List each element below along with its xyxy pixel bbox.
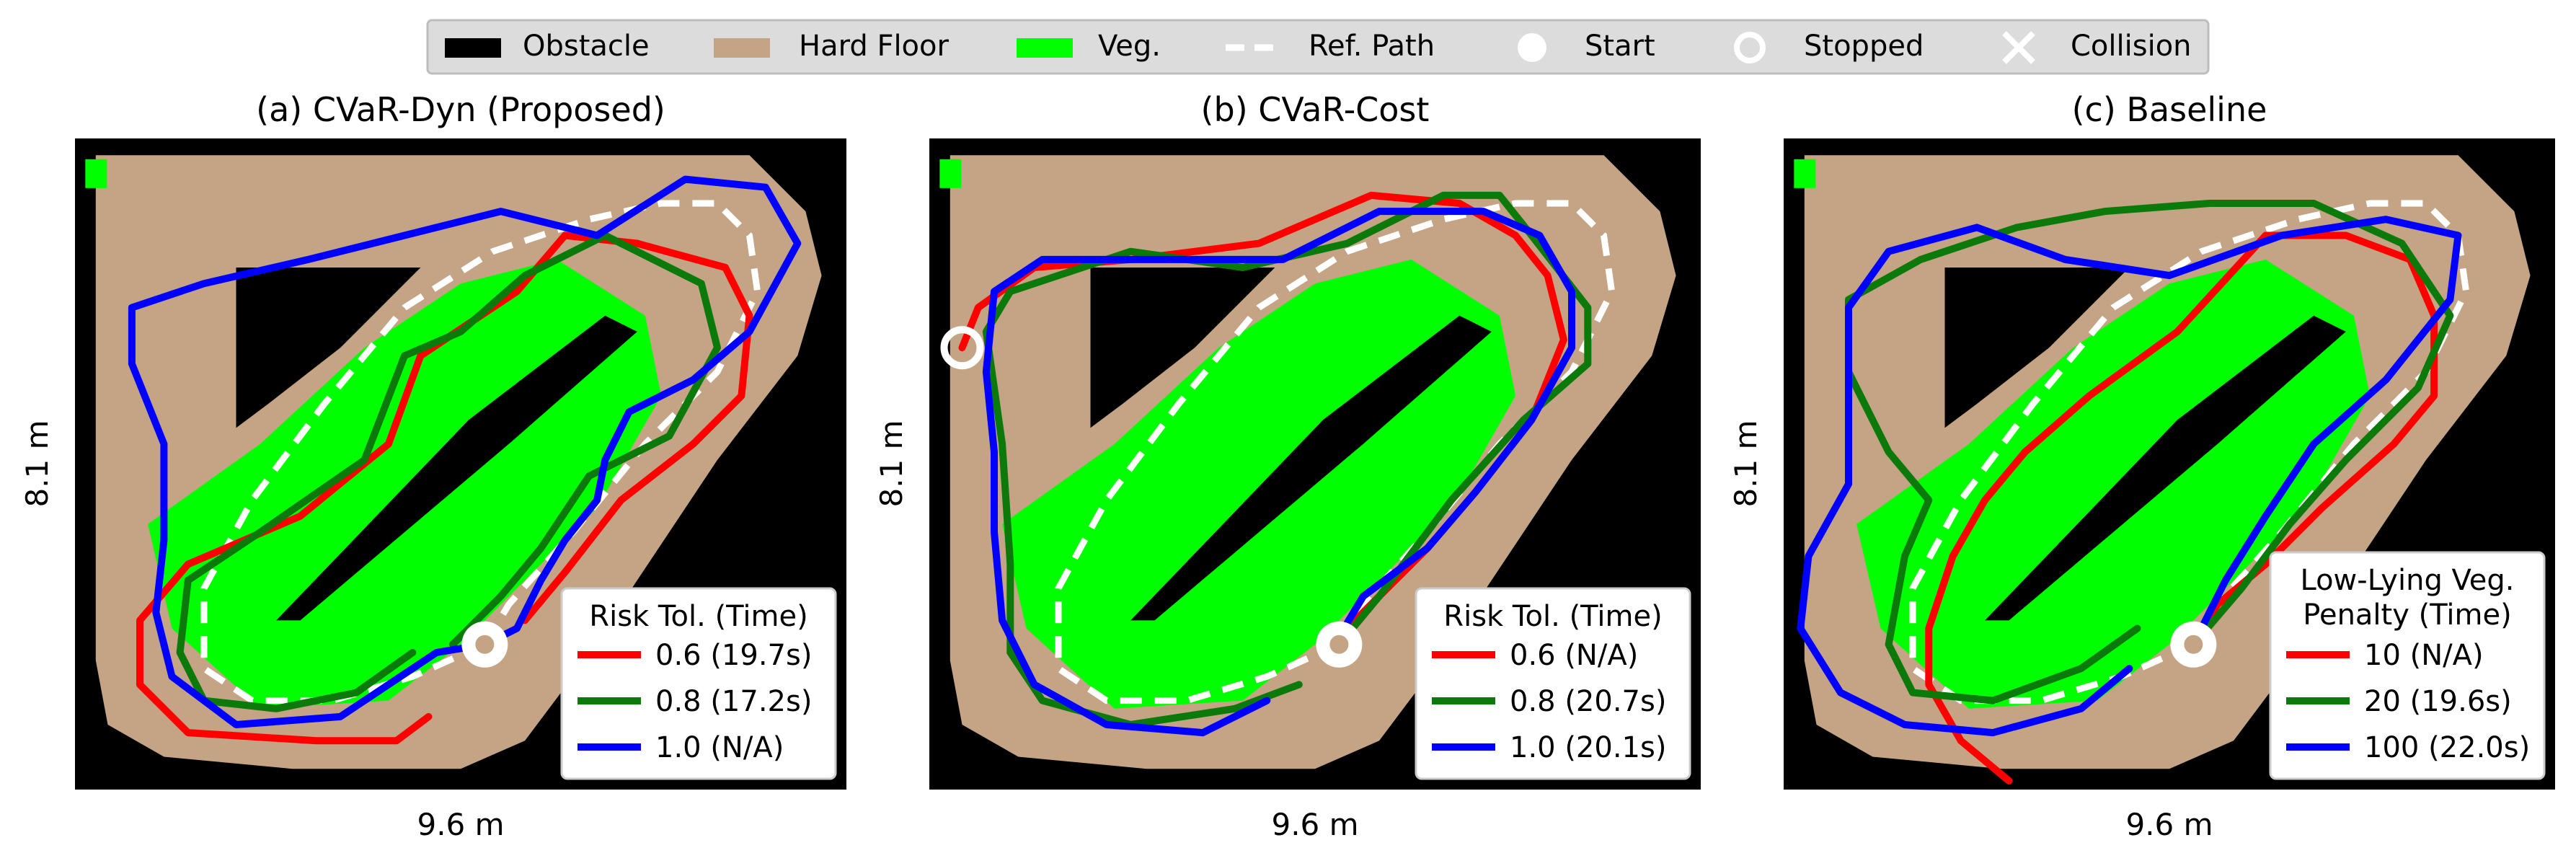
- series-legend-label: 0.8 (20.7s): [1510, 685, 1666, 718]
- inner-obstacle-block: [1944, 268, 2130, 428]
- series-legend: Low-Lying Veg.Penalty (Time) 10 (N/A) 20 (…: [2269, 551, 2546, 780]
- inner-obstacle-block: [1090, 268, 1275, 428]
- x-axis-label: 9.6 m: [417, 807, 504, 842]
- plot-frame: [929, 138, 1701, 790]
- series-legend-label: 100 (22.0s): [2364, 731, 2530, 764]
- trajectory-line-1: [1925, 231, 2438, 785]
- diagonal-obstacle: [1130, 315, 1492, 621]
- series-legend-title: Low-Lying Veg.: [2300, 564, 2514, 597]
- series-legend-label: 0.6 (19.7s): [655, 639, 812, 672]
- stopped-marker: [940, 326, 984, 370]
- series-legend-box: [2269, 551, 2546, 780]
- x-axis-label: 9.6 m: [2125, 807, 2213, 842]
- legend-label-start: Start: [1585, 30, 1655, 63]
- collision-swatch: [2002, 31, 2035, 64]
- series-legend-box: [560, 587, 837, 780]
- start-marker-center: [475, 635, 495, 654]
- start-swatch: [1518, 33, 1546, 62]
- panel-title: (c) Baseline: [2072, 90, 2267, 129]
- legend-item-ref-path: Ref. Path: [1226, 30, 1435, 63]
- series-legend-title: Risk Tol. (Time): [1443, 600, 1662, 633]
- diagonal-obstacle: [276, 315, 637, 621]
- start-marker-center: [2184, 635, 2203, 654]
- legend-label-ref-path: Ref. Path: [1309, 30, 1435, 63]
- trajectory-line-3: [1797, 216, 2462, 737]
- legend-item-veg: Veg.: [1017, 30, 1161, 63]
- series-legend-label: 0.8 (17.2s): [655, 685, 812, 718]
- series-legend-label: 20 (19.6s): [2364, 685, 2512, 718]
- x-axis-label: 9.6 m: [1271, 807, 1358, 842]
- obstacle-swatch: [445, 38, 501, 58]
- y-axis-label: 8.1 m: [1728, 420, 1763, 507]
- vegetation-corner-patch: [1794, 159, 1816, 188]
- plot-frame: [1784, 138, 2555, 790]
- trajectory-line-3: [128, 175, 802, 728]
- panel-title: (a) CVaR-Dyn (Proposed): [256, 90, 665, 129]
- top-legend: Obstacle Hard Floor Veg. Ref. Path Start…: [426, 19, 2210, 75]
- start-marker-center: [1329, 635, 1349, 654]
- reference-path: [1055, 200, 1616, 704]
- y-axis-label: 8.1 m: [874, 420, 909, 507]
- legend-item-obstacle: Obstacle: [445, 30, 650, 63]
- hard-floor-swatch: [714, 38, 770, 58]
- legend-item-stopped: Stopped: [1734, 30, 1924, 63]
- legend-label-veg: Veg.: [1098, 30, 1161, 63]
- legend-label-hard-floor: Hard Floor: [799, 30, 950, 63]
- vegetation-corner-patch: [85, 159, 107, 188]
- y-axis-label: 8.1 m: [19, 420, 55, 507]
- panel-title: (b) CVaR-Cost: [1201, 90, 1430, 129]
- series-legend-box: [1415, 587, 1691, 780]
- legend-label-collision: Collision: [2071, 30, 2192, 63]
- stopped-swatch: [1734, 32, 1766, 63]
- series-legend-label: 0.6 (N/A): [1510, 639, 1638, 672]
- legend-item-collision: Collision: [2002, 30, 2192, 64]
- inner-obstacle-block: [236, 268, 421, 428]
- plot-frame: [75, 138, 846, 790]
- series-legend-title: Penalty (Time): [2303, 598, 2511, 632]
- legend-label-obstacle: Obstacle: [523, 30, 650, 63]
- trajectory-line-3: [982, 208, 1575, 737]
- series-legend: Risk Tol. (Time) 0.6 (19.7s) 0.8 (17.2s) 1.…: [560, 587, 837, 780]
- series-legend-label: 1.0 (N/A): [655, 731, 784, 764]
- panel-b: (b) CVaR-Cost 8.1 m 9.6 m Risk Tol. (Tim…: [874, 90, 1701, 842]
- series-legend-label: 1.0 (20.1s): [1510, 731, 1666, 764]
- series-legend-title: Risk Tol. (Time): [589, 600, 807, 633]
- reference-path: [200, 200, 761, 704]
- panel-a: (a) CVaR-Dyn (Proposed) 8.1 m 9.6 m Risk…: [19, 90, 846, 842]
- legend-label-stopped: Stopped: [1804, 30, 1924, 63]
- trajectory-line-2: [1845, 200, 2454, 704]
- series-legend-label: 10 (N/A): [2364, 639, 2484, 672]
- veg-swatch: [1017, 38, 1073, 58]
- top-legend-box: [426, 19, 2210, 75]
- diagonal-obstacle: [1985, 315, 2346, 621]
- series-legend: Risk Tol. (Time) 0.6 (N/A) 0.8 (20.7s) 1.0 …: [1415, 587, 1691, 780]
- legend-item-start: Start: [1518, 30, 1655, 63]
- panel-c: (c) Baseline 8.1 m 9.6 m Low-Lying Veg.P…: [1728, 90, 2555, 842]
- vegetation-corner-patch: [939, 159, 962, 188]
- legend-item-hard-floor: Hard Floor: [714, 30, 950, 63]
